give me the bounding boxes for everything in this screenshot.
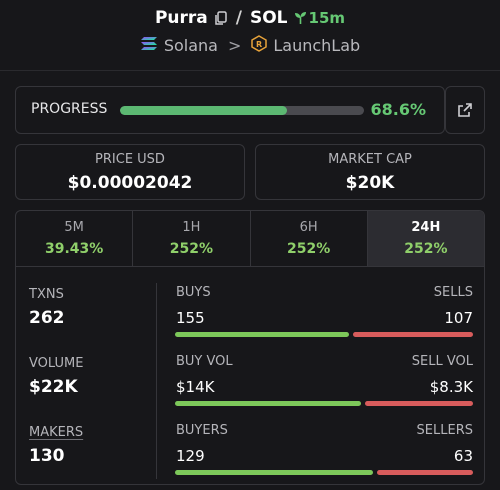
sellers-label: SELLERS [416,423,473,438]
sell-ratio-segment [364,401,473,406]
buys-label: BUYS [176,285,211,300]
tab-change: 252% [169,241,213,257]
progress-percent: 68.6% [370,100,426,119]
tab-change: 39.43% [44,241,104,257]
buy-ratio-segment [175,401,361,406]
platform-name[interactable]: LaunchLab [273,36,361,55]
sell-vol-label: SELL VOL [411,354,473,369]
price-value: $0.00002042 [67,173,193,193]
progress-fill [120,106,288,115]
sell-ratio-segment [352,332,473,337]
buys-value: 155 [176,309,205,327]
txns-value: 262 [29,308,65,328]
tab-label: 6H [299,220,318,235]
pair-age-value: 15m [308,9,346,27]
tab-24h[interactable]: 24H 252% [367,211,484,266]
sprout-icon [294,12,306,24]
launchlab-icon: R [251,35,268,56]
sell-vol-value: $8.3K [429,378,473,396]
buyers-label: BUYERS [176,423,228,438]
header-divider [0,70,500,71]
progress-card: PROGRESS 68.6% [15,86,445,134]
external-link-icon [458,103,472,117]
column-divider [156,283,157,479]
tab-label: 1H [182,220,201,235]
buy-vol-label: BUY VOL [176,354,233,369]
open-external-button[interactable] [445,86,485,134]
chevron-right-icon: > [227,36,242,55]
summary-column: TXNS 262 VOLUME $22K MAKERS 130 [16,268,156,484]
chain-name[interactable]: Solana [163,36,218,55]
volume-ratio-bar [175,401,473,406]
market-cap-label: MARKET CAP [328,152,412,167]
makers-metric: MAKERS 130 [29,425,83,466]
svg-text:R: R [256,40,262,49]
sells-value: 107 [444,309,473,327]
solana-icon [140,36,158,55]
buy-vol-value: $14K [176,378,215,396]
tab-label: 5M [64,220,84,235]
buy-ratio-segment [175,470,373,475]
tab-1h[interactable]: 1H 252% [133,211,251,266]
pair-title-row: Purra / SOL 15m [0,8,500,28]
buyers-ratio-bar [175,470,473,475]
makers-value: 130 [29,446,65,466]
quote-symbol: SOL [249,8,288,28]
chain-row: Solana > R LaunchLab [0,35,500,56]
price-card: PRICE USD $0.00002042 [15,144,245,200]
sellers-value: 63 [453,447,473,465]
market-cap-card: MARKET CAP $20K [255,144,485,200]
pair-age: 15m [294,9,346,27]
copy-icon[interactable] [214,10,228,26]
volume-metric: VOLUME $22K [29,356,83,397]
breakdown-column: BUYS SELLS 155 107 BUY VOL SELL VOL $14K… [175,268,473,484]
pair-separator: / [235,8,242,28]
volume-value: $22K [29,377,78,397]
txns-metric: TXNS 262 [29,287,65,328]
volume-split-row: BUY VOL SELL VOL $14K $8.3K [175,337,473,406]
market-cap-value: $20K [345,173,395,193]
makers-link[interactable]: MAKERS [29,425,84,440]
buys-sells-ratio-bar [175,332,473,337]
tab-change: 252% [404,241,448,257]
tab-6h[interactable]: 6H 252% [251,211,368,266]
pair-header: Purra / SOL 15m Solana > R LaunchLab [0,0,500,70]
stats-card: 5M 39.43% 1H 252% 6H 252% 24H 252% TXNS … [15,210,485,485]
buyers-sellers-row: BUYERS SELLERS 129 63 [175,406,473,475]
price-label: PRICE USD [95,152,165,167]
sells-label: SELLS [433,285,473,300]
buy-ratio-segment [175,332,349,337]
sell-ratio-segment [376,470,473,475]
tab-change: 252% [286,241,331,257]
buyers-value: 129 [176,447,205,465]
txns-label: TXNS [29,287,64,302]
volume-label: VOLUME [29,356,84,371]
tab-label: 24H [411,220,441,235]
buys-sells-row: BUYS SELLS 155 107 [175,268,473,337]
progress-track [120,106,364,115]
token-name: Purra [154,8,208,28]
tab-5m[interactable]: 5M 39.43% [16,211,134,266]
timeframe-tabs: 5M 39.43% 1H 252% 6H 252% 24H 252% [16,211,484,267]
progress-label: PROGRESS [31,101,108,117]
